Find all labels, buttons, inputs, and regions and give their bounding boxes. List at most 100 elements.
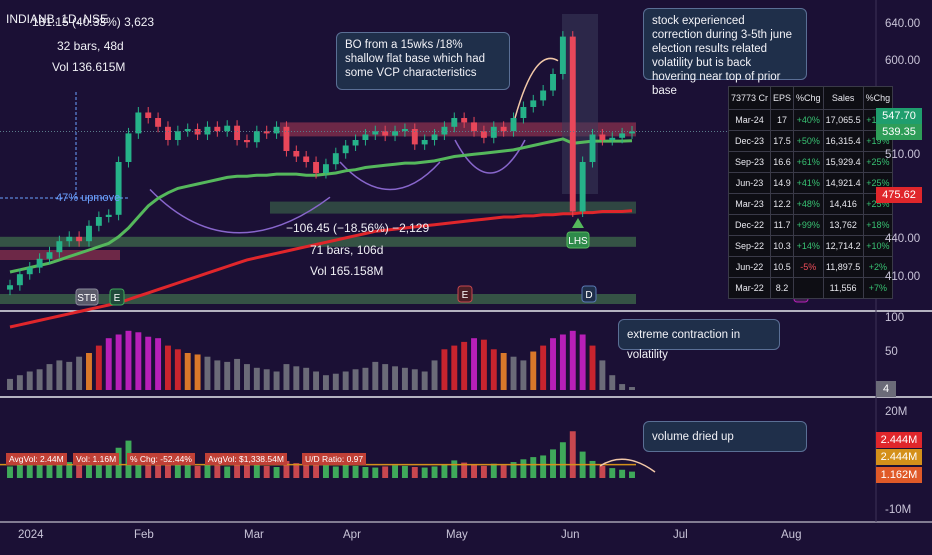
rise-stat-3: Vol 136.615M	[52, 60, 126, 74]
candle-body	[500, 126, 507, 132]
volatility-bar	[372, 361, 379, 390]
header-eps: EPS	[770, 86, 795, 110]
candle-body	[7, 285, 13, 290]
table-row: Jun-22 10.5 -5% 11,897.5 +2%	[727, 256, 894, 278]
candle-body	[253, 131, 260, 143]
ind-avgvol: AvgVol: 2.44M	[6, 453, 67, 465]
volume-bar	[451, 460, 458, 478]
table-cell: Sep-23	[727, 151, 772, 173]
volume-bar	[214, 465, 221, 478]
volatility-bar	[599, 360, 606, 390]
volume-bar	[619, 469, 626, 478]
candle-body	[342, 145, 349, 154]
callout-base-breakout: BO from a 15wks /18% shallow flat base w…	[336, 32, 510, 90]
volume-bar	[569, 431, 576, 478]
volatility-current-badge: 4	[876, 381, 896, 397]
volume-bar	[273, 467, 280, 478]
volume-bar	[135, 453, 142, 478]
volume-bar	[599, 465, 606, 478]
candle-body	[263, 131, 270, 134]
header-eps-chg: %Chg	[793, 86, 824, 110]
table-cell: Mar-24	[727, 109, 772, 131]
volume-bar	[155, 460, 162, 478]
volume-bar	[95, 457, 102, 478]
earnings-marker-2-text: E	[462, 290, 469, 301]
volatility-bar	[174, 349, 181, 390]
candle-body	[421, 140, 428, 145]
volatility-bar	[26, 371, 33, 390]
volume-bar	[342, 464, 349, 478]
candle-body	[56, 241, 63, 253]
volatility-bar	[86, 353, 92, 390]
volume-bar	[16, 464, 23, 478]
header-sales: Sales	[822, 86, 864, 110]
candle-body	[36, 258, 43, 268]
y-tick-410: 410.00	[885, 271, 921, 283]
ind-ud-ratio: U/D Ratio: 0.97	[302, 453, 367, 465]
callout-volatility: extreme contraction in volatility	[618, 319, 780, 361]
table-cell: Dec-22	[727, 214, 772, 236]
candle-body	[322, 164, 329, 173]
candle-body	[401, 129, 408, 132]
volatility-bar	[105, 338, 112, 390]
candle-body	[520, 107, 527, 118]
callout-volume: volume dried up	[643, 421, 807, 452]
table-row: Jun-23 14.9 +41% 14,921.4 +25%	[727, 172, 894, 194]
volatility-bar	[194, 354, 201, 390]
volume-bar	[540, 455, 547, 478]
x-label-mar: Mar	[244, 529, 264, 541]
candle-body	[550, 74, 556, 91]
candle-body	[95, 217, 102, 226]
fall-stat-2: 71 bars, 106d	[310, 243, 384, 257]
table-cell: 11,556	[822, 277, 864, 299]
candle-body	[392, 131, 399, 136]
x-label-feb: Feb	[134, 529, 154, 541]
candle-body	[441, 126, 448, 135]
table-row: Mar-22 8.2 11,556 +7%	[727, 277, 894, 299]
volatility-bar	[145, 336, 152, 390]
table-header-row: 73773 Cr EPS %Chg Sales %Chg	[727, 86, 894, 110]
ma-short-line	[9, 137, 633, 274]
volume-bar	[46, 460, 53, 478]
volume-bar	[471, 464, 477, 478]
volatility-bar	[243, 364, 250, 390]
x-label-may: May	[446, 529, 468, 541]
ind-vol: Vol: 1.16M	[73, 453, 120, 465]
volatility-bar	[362, 367, 369, 390]
table-cell: 12.2	[770, 193, 795, 215]
support-zone-2	[0, 294, 636, 304]
candle-body	[184, 129, 191, 132]
volume-bar	[86, 463, 92, 478]
volume-bar	[510, 462, 517, 478]
table-cell: Mar-23	[727, 193, 772, 215]
volatility-bar	[253, 367, 260, 390]
candle-body	[569, 36, 576, 212]
candle-body	[579, 162, 586, 212]
table-cell: +41%	[793, 172, 824, 194]
volume-bar	[352, 465, 359, 478]
volatility-bar	[500, 353, 507, 390]
table-cell: Sep-22	[727, 235, 772, 257]
x-label-jul: Jul	[673, 529, 688, 541]
vol-axis-50: 50	[885, 346, 898, 358]
earnings-marker-2-box	[457, 285, 473, 303]
volatility-bar	[629, 387, 635, 390]
volatility-bar	[184, 353, 191, 390]
volume-avg2-badge: 2.444M	[876, 449, 922, 465]
candle-body	[145, 112, 152, 118]
volume-bar	[629, 471, 635, 478]
table-row: Mar-23 12.2 +48% 14,416 +25%	[727, 193, 894, 215]
candle-body	[609, 137, 616, 140]
volume-bar	[520, 459, 527, 478]
volatility-bar	[619, 384, 626, 390]
candle-body	[86, 225, 92, 242]
table-cell: 16.6	[770, 151, 795, 173]
rise-stat-2: 32 bars, 48d	[57, 39, 124, 53]
candle-body	[629, 131, 635, 134]
y-tick-440: 440.00	[885, 233, 921, 245]
volume-bar	[411, 467, 418, 478]
candle-body	[293, 151, 300, 157]
volume-bar	[26, 465, 33, 478]
